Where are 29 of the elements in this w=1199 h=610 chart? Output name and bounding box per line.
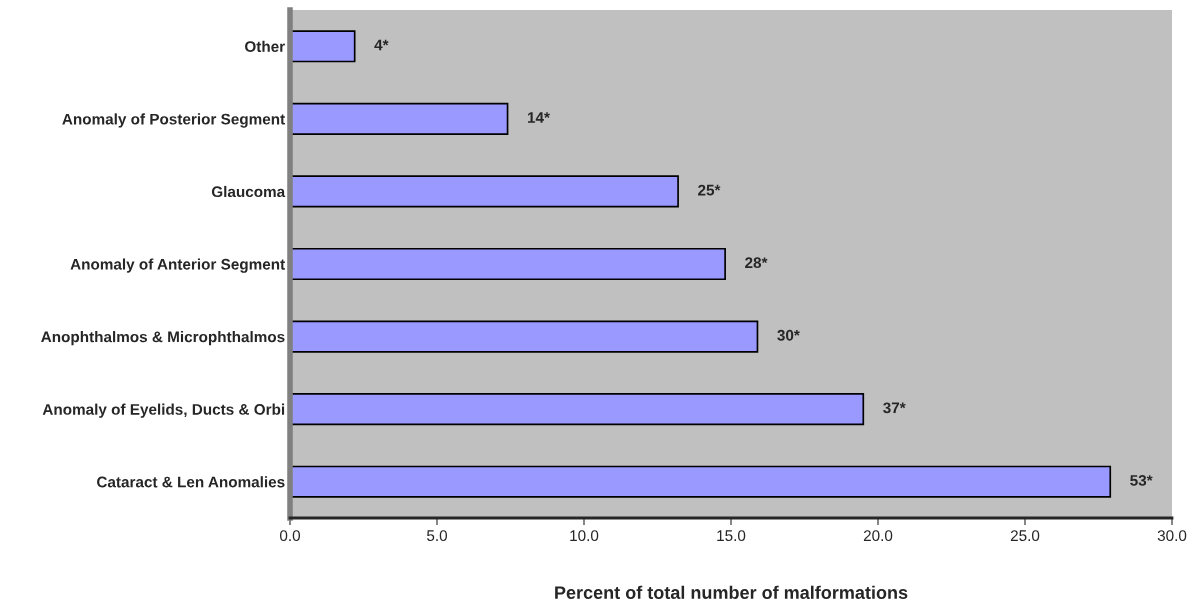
y-tick-label: Anophthalmos & Microphthalmos [41,331,285,346]
x-tick-label: 15.0 [717,530,746,542]
annotation: 30* [777,329,800,341]
x-tick-label: 25.0 [1010,530,1040,542]
y-tick-label: Other [245,40,285,52]
x-axis-title: Percent of total number of malformations [555,585,908,599]
x-tick-label: 20.0 [863,530,893,542]
bar [290,320,759,353]
bar [290,465,1112,498]
annotation: 28* [745,257,768,269]
x-tick-label: 30.0 [1157,530,1187,542]
bar [290,175,679,208]
annotation: 37* [883,402,906,414]
bar [290,247,726,281]
y-tick-label: Cataract & Len Anomalies [97,476,285,488]
x-tick-label: 0.0 [279,530,301,542]
y-tick-label: Anomaly of Anterior Segment [70,258,285,273]
x-tick-label: 5.0 [426,530,448,542]
annotation: 4* [374,39,389,51]
annotation: 53* [1130,475,1153,486]
bar [290,393,865,426]
bar [290,102,509,135]
annotation: 25* [698,184,721,196]
bar [290,30,356,63]
y-tick-label: Anomaly of Eyelids, Ducts & Orbi [42,403,285,418]
annotation: 14* [527,112,550,123]
x-tick-label: 10.0 [570,530,599,542]
y-tick-label: Anomaly of Posterior Segment [62,113,285,128]
y-tick-label: Glaucoma [211,185,286,198]
